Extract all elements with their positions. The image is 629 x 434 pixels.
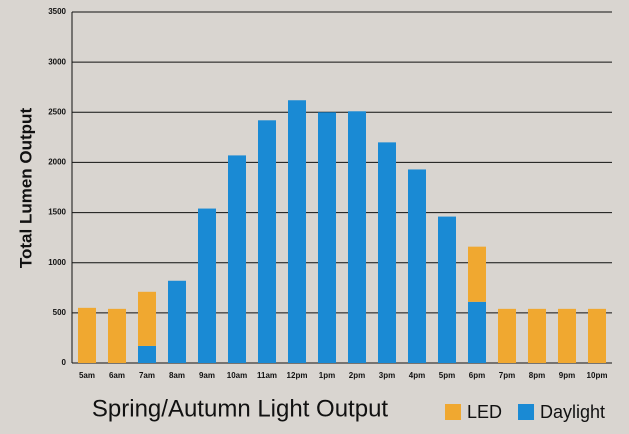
x-tick-label: 5am [79,371,95,380]
x-tick-label: 6pm [469,371,485,380]
bar-segment [468,246,486,302]
x-tick-label: 7am [139,371,155,380]
x-tick-label: 8am [169,371,185,380]
x-tick-label: 10pm [587,371,608,380]
bar-segment [378,142,396,363]
y-axis-label: Total Lumen Output [16,108,35,269]
x-tick-label: 9pm [559,371,575,380]
y-tick-label: 2500 [48,107,66,116]
y-tick-label: 3500 [48,7,66,16]
bar-segment [288,100,306,363]
legend-swatch [445,404,461,420]
x-tick-label: 1pm [319,371,335,380]
x-tick-label: 3pm [379,371,395,380]
legend-label: Daylight [540,402,605,422]
bar-segment [138,345,156,363]
y-tick-label: 3000 [48,57,66,66]
bar-segment [198,208,216,363]
x-tick-label: 2pm [349,371,365,380]
bar-segment [138,291,156,346]
legend-label: LED [467,402,502,422]
bar-segment [498,308,516,363]
legend-swatch [518,404,535,420]
bar-segment [108,308,126,363]
bar-segment [408,169,426,363]
x-tick-label: 8pm [529,371,545,380]
y-tick-label: 0 [62,358,67,367]
chart-title: Spring/Autumn Light Output [92,395,389,422]
x-tick-label: 6am [109,371,125,380]
y-tick-label: 1500 [48,208,66,217]
y-tick-label: 1000 [48,258,66,267]
x-tick-label: 10am [227,371,247,380]
x-tick-label: 5pm [439,371,455,380]
bar-segment [558,308,576,363]
bar-segment [258,120,276,364]
y-tick-label: 500 [53,308,67,317]
bar-segment [168,280,186,363]
x-tick-label: 11am [257,371,277,380]
x-tick-label: 4pm [409,371,425,380]
y-tick-label: 2000 [48,158,66,167]
bar-segment [348,111,366,363]
bar-segment [438,216,456,363]
bar-segment [468,301,486,363]
bar-segment [528,308,546,363]
bar-segment [78,307,96,363]
x-tick-label: 12pm [287,371,308,380]
bar-segment [318,112,336,364]
x-tick-label: 7pm [499,371,515,380]
bar-segment [228,155,246,363]
x-tick-label: 9am [199,371,215,380]
bar-segment [588,308,606,363]
